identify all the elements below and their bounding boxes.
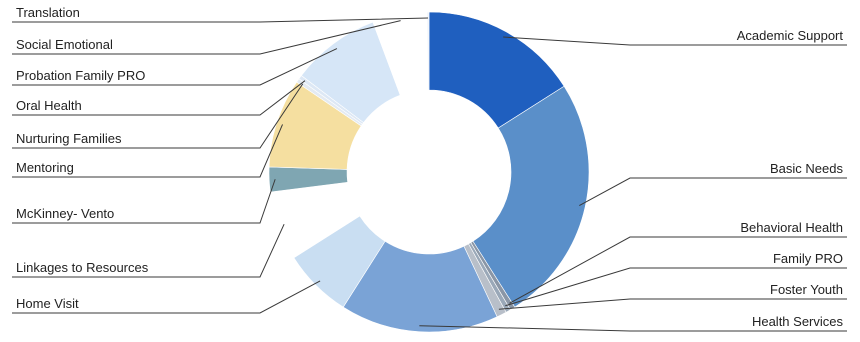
label-family-pro: Family PRO (773, 251, 843, 266)
label-behavioral-health: Behavioral Health (740, 220, 843, 235)
leader-lines-group (12, 17, 847, 332)
leader-line-basic-needs (579, 177, 847, 207)
label-home-visit: Home Visit (16, 296, 79, 311)
label-social-emotional: Social Emotional (16, 37, 113, 52)
leader-line-social-emotional (12, 20, 401, 55)
leader-line-probation-family-pro (12, 48, 338, 86)
label-nurturing-families: Nurturing Families (16, 131, 122, 146)
leader-line-translation (12, 17, 429, 23)
label-linkages-to-resources: Linkages to Resources (16, 260, 149, 275)
leader-line-mckinney-vento (12, 179, 276, 224)
slices-group (268, 11, 590, 333)
leader-line-mentoring (12, 124, 283, 178)
slice-translation (426, 11, 430, 91)
leader-line-foster-youth (498, 298, 847, 310)
label-health-services: Health Services (752, 314, 844, 329)
slice-basic-needs (472, 85, 590, 308)
leader-line-oral-health (12, 80, 306, 116)
label-probation-family-pro: Probation Family PRO (16, 68, 145, 83)
label-academic-support: Academic Support (737, 28, 844, 43)
label-foster-youth: Foster Youth (770, 282, 843, 297)
leader-line-health-services (419, 325, 847, 332)
leader-line-academic-support (503, 36, 847, 46)
label-basic-needs: Basic Needs (770, 161, 843, 176)
leader-line-linkages-to-resources (12, 223, 285, 278)
labels-group: Academic Support Basic Needs Behavioral He… (16, 5, 843, 329)
leader-line-behavioral-health (509, 236, 847, 304)
label-mckinney-vento: McKinney- Vento (16, 206, 114, 221)
label-translation: Translation (16, 5, 80, 20)
slice-health-services (342, 240, 498, 333)
leader-line-nurturing-families (12, 83, 304, 149)
leader-line-family-pro (505, 267, 847, 307)
label-mentoring: Mentoring (16, 160, 74, 175)
label-oral-health: Oral Health (16, 98, 82, 113)
slice-academic-support (428, 11, 565, 129)
leader-line-home-visit (12, 280, 321, 314)
